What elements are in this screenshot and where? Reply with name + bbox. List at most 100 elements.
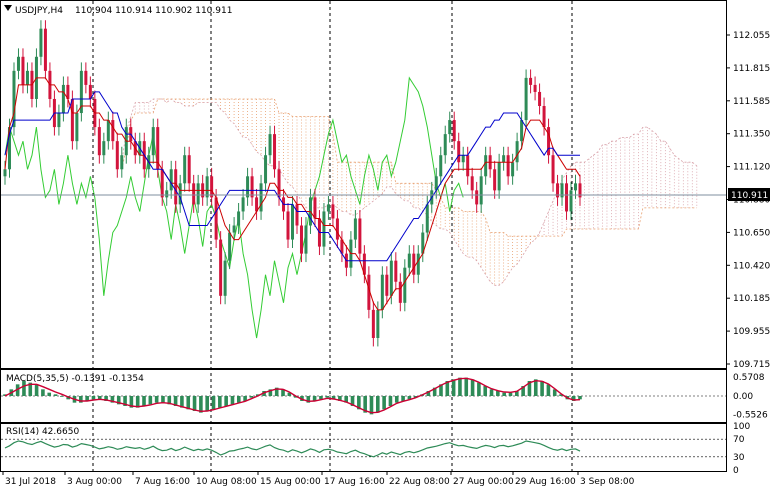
- vertical-grid: [92, 1, 573, 471]
- candle-body: [66, 84, 70, 99]
- macd-tick-label: 0.00: [733, 392, 753, 402]
- price-tick-label: 111.815: [733, 64, 770, 74]
- macd-bar: [552, 389, 557, 396]
- macd-bar: [243, 396, 247, 401]
- candle-body: [556, 183, 560, 198]
- macd-bar: [60, 396, 64, 397]
- macd-bar: [28, 382, 33, 396]
- macd-bar: [205, 396, 209, 411]
- macd-label: MACD(5,35,5) -0.1391 -0.1354: [6, 374, 144, 384]
- candle-body: [425, 204, 429, 233]
- candle-body: [39, 28, 43, 57]
- candle-body: [367, 274, 371, 310]
- price-tick-label: 110.650: [733, 228, 770, 238]
- candle-body: [403, 267, 407, 303]
- macd-bar: [376, 396, 380, 413]
- candle-body: [448, 120, 452, 135]
- macd-bar: [211, 396, 216, 410]
- macd-bar: [91, 396, 96, 400]
- candle-body: [187, 155, 191, 184]
- candle-body: [115, 141, 119, 170]
- macd-bar: [483, 386, 488, 396]
- time-tick-label: 31 Jul 2018: [5, 477, 56, 487]
- candle-body: [210, 176, 214, 198]
- candle-body: [111, 120, 115, 142]
- price-tick-label: 112.055: [733, 31, 770, 41]
- candle-body: [520, 120, 524, 142]
- candle-body: [304, 225, 308, 254]
- macd-bar: [331, 396, 336, 400]
- macd-bar: [470, 379, 475, 396]
- candle-body: [340, 239, 344, 254]
- rsi-tick-label: 0: [733, 466, 739, 476]
- macd-bar: [268, 389, 273, 396]
- candle-body: [205, 176, 209, 198]
- macd-bar: [344, 396, 349, 403]
- candle-body: [353, 218, 357, 240]
- macd-bar: [325, 396, 330, 398]
- macd-bar: [363, 396, 367, 413]
- macd-tick-label: 0.5708: [733, 373, 765, 383]
- collapse-triangle-icon[interactable]: [4, 5, 12, 11]
- candle-body: [389, 260, 393, 296]
- macd-bar: [445, 381, 450, 396]
- candle-body: [407, 253, 411, 268]
- macd-bar: [97, 396, 102, 400]
- macd-bar: [451, 379, 456, 396]
- macd-bar: [22, 381, 26, 396]
- candle-body: [493, 169, 497, 191]
- candle-body: [259, 183, 263, 212]
- macd-tick-label: -0.5526: [733, 410, 768, 420]
- candle-body: [268, 134, 272, 156]
- candle-body: [120, 155, 124, 170]
- macd-bar: [369, 396, 374, 415]
- macd-bar: [281, 389, 285, 396]
- macd-bar: [161, 396, 165, 403]
- macd-bar: [578, 396, 582, 400]
- macd-bar: [571, 396, 576, 401]
- main-panel-frame: [0, 0, 727, 369]
- candle-body: [565, 183, 569, 212]
- time-tick-label: 29 Aug 16:00: [515, 477, 576, 487]
- candle-body: [295, 204, 299, 226]
- candle-body: [255, 197, 259, 212]
- candle-body: [335, 218, 339, 240]
- ohlc-label: 110.904 110.914 110.902 110.911: [75, 6, 232, 16]
- senkou-span-a: [121, 98, 698, 286]
- kijun-sen-line: [4, 91, 580, 262]
- macd-bar: [79, 396, 83, 403]
- candle-body: [439, 155, 443, 177]
- macd-bar: [85, 396, 89, 401]
- candle-body: [196, 183, 200, 205]
- macd-bar: [47, 392, 52, 396]
- candle-body: [61, 84, 65, 114]
- candle-body: [219, 239, 223, 296]
- candle-body: [484, 155, 488, 177]
- macd-bar: [293, 396, 298, 398]
- macd-bar: [559, 394, 563, 396]
- time-tick-label: 7 Aug 16:00: [135, 477, 190, 487]
- candle-body: [416, 253, 420, 275]
- macd-bar: [230, 396, 235, 405]
- candle-body: [421, 232, 425, 254]
- candle-body: [12, 70, 16, 128]
- candle-body: [394, 260, 398, 282]
- macd-bar: [439, 384, 443, 396]
- candle-body: [241, 197, 245, 212]
- rsi-indicator: [1, 438, 726, 458]
- candle-body: [434, 176, 438, 191]
- candle-body: [322, 211, 326, 247]
- candle-body: [277, 169, 281, 198]
- candle-body: [331, 204, 335, 219]
- candle-body: [160, 169, 164, 198]
- candle-body: [57, 113, 61, 128]
- macd-bar: [224, 396, 228, 406]
- candle-body: [511, 162, 515, 177]
- time-tick-label: 15 Aug 00:00: [260, 477, 321, 487]
- candle-body: [237, 211, 241, 226]
- macd-axis: 0.5708 0.00 -0.5526: [733, 373, 768, 420]
- time-tick-label: 22 Aug 08:00: [389, 477, 450, 487]
- macd-bar: [192, 396, 197, 411]
- macd-signal-line: [4, 377, 581, 414]
